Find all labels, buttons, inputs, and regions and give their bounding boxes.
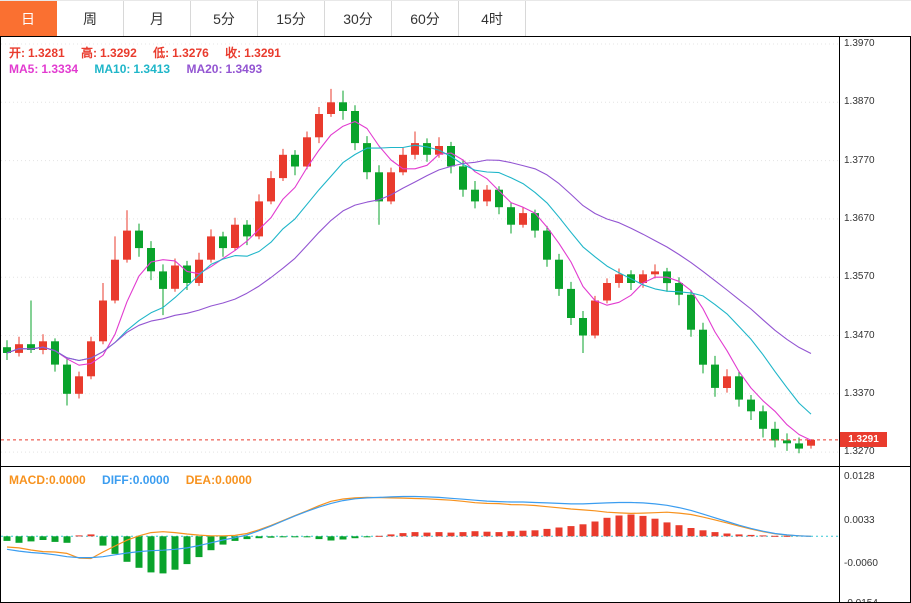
price-axis-label: 1.3470: [844, 329, 875, 341]
macd-chart-canvas[interactable]: [1, 467, 839, 602]
price-axis: 1.3291 1.3970 1.3870 1.3770 1.3670 1.3570 1.3…: [839, 37, 910, 466]
price-panel: 开: 1.3281 高: 1.3292 低: 1.3276 收: 1.3291 MA5:…: [1, 37, 910, 466]
current-price-badge: 1.3291: [840, 432, 887, 448]
macd-value: 0.0000: [49, 473, 86, 487]
high-value: 1.3292: [100, 46, 137, 60]
tab-15min[interactable]: 15分: [258, 1, 325, 36]
close-readout: 收: 1.3291: [225, 46, 281, 60]
ma-readout: MA5: 1.3334 MA10: 1.3413 MA20: 1.3493: [9, 62, 275, 76]
main-chart-canvas[interactable]: [1, 37, 839, 466]
ma10-label: MA10:: [94, 62, 131, 76]
diff-value-readout: DIFF:0.0000: [102, 473, 169, 487]
price-axis-label: 1.3370: [844, 387, 875, 399]
macd-label: MACD:: [9, 473, 49, 487]
low-label: 低:: [153, 46, 170, 60]
tab-30min[interactable]: 30分: [325, 1, 392, 36]
tab-5min[interactable]: 5分: [191, 1, 258, 36]
dea-value: 0.0000: [215, 473, 252, 487]
macd-axis-label: -0.0154: [844, 598, 878, 602]
price-axis-label: 1.3970: [844, 38, 875, 49]
tab-4hour[interactable]: 4时: [459, 1, 526, 36]
macd-axis-label: 0.0033: [844, 515, 875, 526]
ma10-readout: MA10: 1.3413: [94, 62, 170, 76]
tab-60min[interactable]: 60分: [392, 1, 459, 36]
macd-axis-label: 0.0128: [844, 471, 875, 482]
dea-label: DEA:: [185, 473, 216, 487]
macd-axis-label: -0.0060: [844, 558, 878, 570]
close-label: 收:: [225, 46, 242, 60]
tab-day[interactable]: 日: [0, 1, 57, 36]
ma5-readout: MA5: 1.3334: [9, 62, 78, 76]
price-axis-label: 1.3570: [844, 271, 875, 283]
close-value: 1.3291: [244, 46, 281, 60]
macd-panel: MACD:0.0000 DIFF:0.0000 DEA:0.0000 0.012…: [1, 466, 910, 602]
price-axis-label: 1.3670: [844, 212, 875, 224]
ma5-label: MA5:: [9, 62, 39, 76]
timeframe-tabbar: 日 周 月 5分 15分 30分 60分 4时: [0, 0, 911, 36]
low-value: 1.3276: [172, 46, 209, 60]
ma5-value: 1.3334: [41, 62, 79, 76]
tab-month[interactable]: 月: [124, 1, 191, 36]
price-axis-label: 1.3770: [844, 154, 875, 166]
macd-axis: 0.0128 0.0033 -0.0060 -0.0154: [839, 467, 910, 602]
price-axis-label: 1.3870: [844, 96, 875, 108]
high-readout: 高: 1.3292: [81, 46, 137, 60]
diff-value: 0.0000: [132, 473, 170, 487]
open-value: 1.3281: [28, 46, 65, 60]
low-readout: 低: 1.3276: [153, 46, 209, 60]
ma20-value: 1.3493: [225, 62, 263, 76]
tab-week[interactable]: 周: [57, 1, 124, 36]
ma10-value: 1.3413: [133, 62, 171, 76]
open-readout: 开: 1.3281: [9, 46, 65, 60]
macd-readout: MACD:0.0000 DIFF:0.0000 DEA:0.0000: [9, 473, 265, 487]
macd-value-readout: MACD:0.0000: [9, 473, 86, 487]
chart-area: 开: 1.3281 高: 1.3292 低: 1.3276 收: 1.3291 MA5:…: [0, 36, 911, 603]
diff-label: DIFF:: [102, 473, 133, 487]
high-label: 高:: [81, 46, 98, 60]
dea-value-readout: DEA:0.0000: [186, 473, 252, 487]
price-axis-label: 1.3270: [844, 446, 875, 458]
ma20-label: MA20:: [186, 62, 223, 76]
ohlc-readout: 开: 1.3281 高: 1.3292 低: 1.3276 收: 1.3291: [9, 44, 294, 61]
ma20-readout: MA20: 1.3493: [186, 62, 262, 76]
open-label: 开:: [9, 46, 25, 60]
